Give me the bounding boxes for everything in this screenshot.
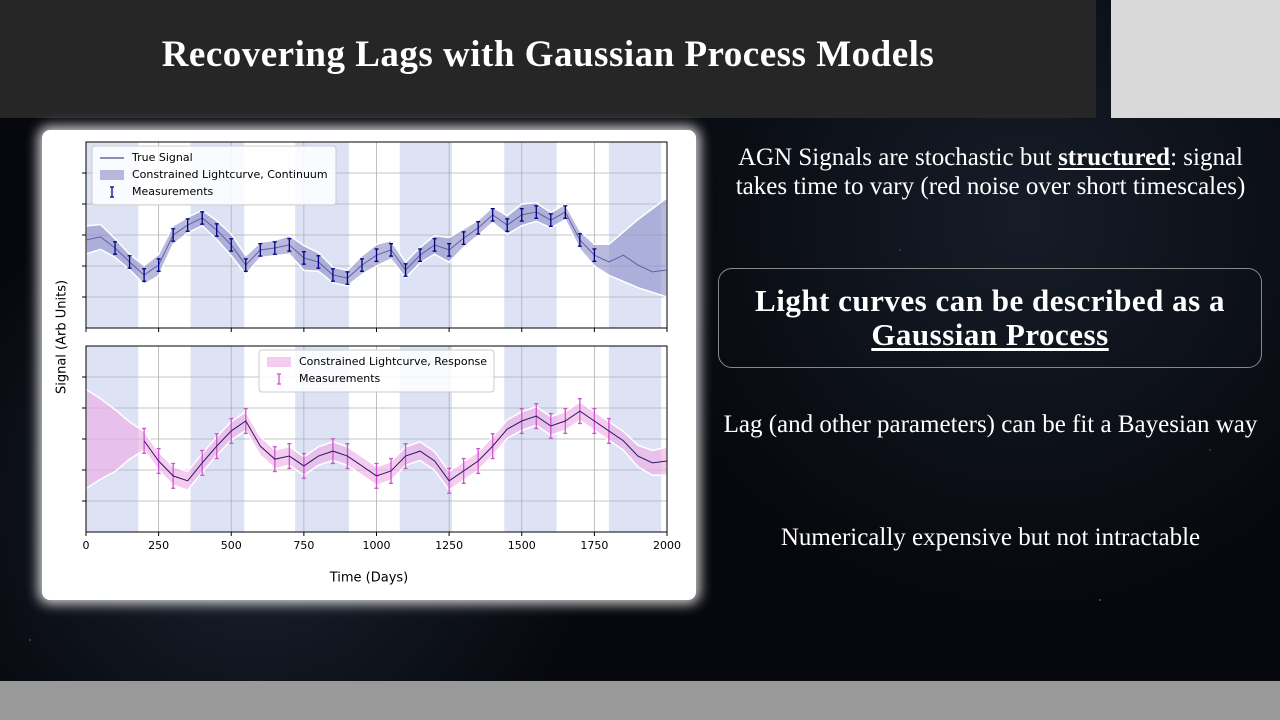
measurement <box>490 208 495 222</box>
measurement <box>548 213 553 227</box>
measurement <box>345 271 350 285</box>
confidence-band <box>86 196 667 298</box>
point: Lag (and other parameters) can be fit a … <box>718 410 1263 439</box>
measurement <box>142 268 147 282</box>
measurement <box>258 243 263 257</box>
emphasis: Gaussian Process <box>871 317 1109 352</box>
legend: Constrained Lightcurve, Response Measurem… <box>258 349 495 393</box>
measurement <box>229 238 234 252</box>
measurement <box>461 231 466 245</box>
legend-label: Constrained Lightcurve, Continuum <box>132 168 328 181</box>
x-tick-label: 250 <box>148 539 169 552</box>
legend-swatch <box>100 170 124 180</box>
legend-label: Measurements <box>132 185 214 198</box>
measurement <box>330 268 335 282</box>
measurement <box>301 251 306 265</box>
measurement <box>214 223 219 237</box>
measurement <box>200 211 205 225</box>
legend: True Signal Constrained Lightcurve, Conti… <box>91 145 337 206</box>
chart: Signal (Arb Units) Time (Days) True Sign… <box>55 141 681 586</box>
measurement <box>432 238 437 252</box>
legend-swatch <box>277 373 281 385</box>
legend-swatch <box>110 186 114 198</box>
measurement <box>592 248 597 263</box>
x-tick-label: 1250 <box>435 539 463 552</box>
measurement <box>389 243 394 257</box>
footer-bar <box>0 681 1280 720</box>
slide-title: Recovering Lags with Gaussian Process Mo… <box>161 34 935 75</box>
measurement <box>577 233 582 247</box>
measurement <box>374 248 379 263</box>
x-tick-label: 1500 <box>508 539 536 552</box>
text: Numerically expensive but not intractabl… <box>780 524 1201 551</box>
measurement <box>156 258 161 272</box>
text: : signal takes time to vary (red noise o… <box>735 144 1246 200</box>
x-tick-label: 1000 <box>363 539 391 552</box>
measurement <box>359 258 364 272</box>
plot-frame <box>85 141 668 329</box>
plot-frame <box>85 345 668 533</box>
header: Recovering Lags with Gaussian Process Mo… <box>0 0 1096 118</box>
legend-label: True Signal <box>131 151 193 164</box>
legend-swatch <box>267 357 291 367</box>
measurement <box>534 205 539 219</box>
emphasis: structured <box>1058 144 1171 171</box>
measurement <box>418 248 423 263</box>
x-tick-label: 750 <box>293 539 314 552</box>
x-axis-label: Time (Days) <box>329 571 409 586</box>
point: Numerically expensive but not intractabl… <box>718 523 1263 552</box>
measurement <box>272 241 277 255</box>
measurement <box>519 208 524 222</box>
measurement <box>505 218 510 232</box>
x-tick-label: 500 <box>221 539 242 552</box>
point: AGN Signals are stochastic but structure… <box>718 143 1263 201</box>
measurement <box>316 255 321 269</box>
measurement <box>243 258 248 272</box>
x-tick-label: 1750 <box>580 539 608 552</box>
x-tick-label: 2000 <box>653 539 681 552</box>
measurement <box>287 238 292 252</box>
legend-label: Constrained Lightcurve, Response <box>299 355 487 368</box>
measurement <box>113 241 118 255</box>
corner-block <box>1111 0 1280 118</box>
measurement <box>127 255 132 269</box>
measurement <box>403 263 408 277</box>
legend-box <box>258 349 495 393</box>
measurement <box>447 243 452 257</box>
measurement <box>563 205 568 219</box>
signal-line <box>143 410 667 482</box>
measurement <box>476 221 481 235</box>
y-axis-label: Signal (Arb Units) <box>55 280 70 394</box>
figure-card: Signal (Arb Units) Time (Days) True Sign… <box>42 130 696 600</box>
text: Light curves can be described as a <box>755 283 1225 318</box>
measurement <box>185 218 190 232</box>
x-tick-label: 0 <box>83 539 90 552</box>
highlight-box: Light curves can be described as a Gauss… <box>718 268 1262 368</box>
text: Lag (and other parameters) can be fit a … <box>723 411 1258 438</box>
measurement <box>171 228 176 242</box>
legend-box <box>91 145 337 206</box>
text: AGN Signals are stochastic but <box>737 144 1059 171</box>
legend-label: Measurements <box>299 372 381 385</box>
